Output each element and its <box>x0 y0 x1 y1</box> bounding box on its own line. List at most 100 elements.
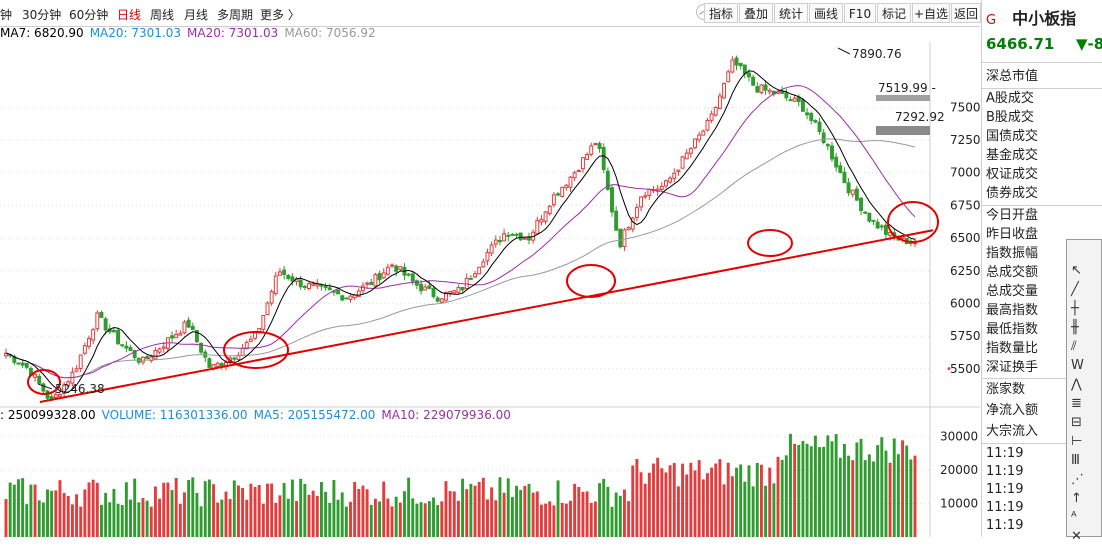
toolbar-button-4[interactable]: F10 <box>844 3 876 23</box>
volume-bar-130 <box>544 503 548 537</box>
channel-tool-icon[interactable]: ⫽ <box>1071 339 1077 354</box>
volume-bar-105 <box>440 501 444 537</box>
toolbar-button-5[interactable]: 标记 <box>877 3 911 23</box>
trade-time-3: 11:19 <box>986 500 1024 515</box>
period-tab-6[interactable]: 多周期 <box>217 8 254 22</box>
candle-body-142 <box>593 143 598 146</box>
candle-body-89 <box>373 274 378 287</box>
arrow-up-tool-icon[interactable]: ↑ <box>1071 491 1082 506</box>
period-tab-2[interactable]: 60分钟 <box>69 8 109 22</box>
volume-bar-32 <box>137 502 141 537</box>
low-label: 5246.38 <box>55 382 105 396</box>
candle-body-41 <box>174 333 179 339</box>
volume-bar-66 <box>278 495 282 537</box>
volume-bar-150 <box>627 501 631 537</box>
volume-bar-194 <box>809 446 813 537</box>
candle-body-145 <box>605 170 610 190</box>
parallel-tool-icon[interactable]: ╫ <box>1071 320 1079 335</box>
period-tab-0[interactable]: 钟 <box>0 8 13 22</box>
zigzag-tool-icon[interactable]: ⋀ <box>1071 377 1082 392</box>
volume-bar-184 <box>768 467 772 537</box>
period-tab-4[interactable]: 周线 <box>150 8 175 22</box>
volume-bar-181 <box>755 462 759 537</box>
period-tab-5[interactable]: 月线 <box>184 8 209 22</box>
delete-tool-icon[interactable]: ✕ <box>1071 529 1082 544</box>
candle-body-143 <box>597 143 602 150</box>
drawing-toolbar: ↖ ╱ ┼ ╫ ⫽ W ⋀ ≣ ⊟ ⊢ Ⅲ ⋰ ↑ ᴬ ✕ <box>1066 239 1102 544</box>
volume-bar-55 <box>232 480 236 537</box>
candle-body-107 <box>448 291 453 294</box>
candle-body-180 <box>751 76 756 86</box>
bars-tool-icon[interactable]: Ⅲ <box>1071 453 1080 468</box>
toolbar-button-0[interactable]: 指标 <box>704 3 738 23</box>
volume-bar-2 <box>12 484 16 537</box>
price-tick-label-5: 6750 <box>950 198 980 212</box>
volume-bar-213 <box>888 462 892 537</box>
toolbar-button-3[interactable]: 画线 <box>809 3 843 23</box>
toolbar-button-6[interactable]: +自选 <box>912 3 950 23</box>
candle-body-164 <box>684 152 689 160</box>
candle-body-18 <box>78 354 83 369</box>
candle-body-85 <box>356 290 361 298</box>
candle-body-171 <box>713 107 718 116</box>
volume-bar-42 <box>178 503 182 537</box>
volume-bar-70 <box>295 500 299 537</box>
period-tab-7[interactable]: 更多 〉 <box>260 8 300 22</box>
volume-bar-201 <box>838 457 842 537</box>
line-tool-icon[interactable]: ╱ <box>1071 282 1079 297</box>
kline-chart[interactable]: 5500 5750 6000 6250 6500 6750 7000 7250 7500 1000… <box>0 42 980 537</box>
candle-body-42 <box>178 332 183 336</box>
cross-tool-icon[interactable]: ┼ <box>1071 301 1079 316</box>
price-tick-label-0: 5500 <box>950 362 980 376</box>
candle-body-78 <box>327 287 332 291</box>
period-tab-3[interactable]: 日线 <box>117 8 142 22</box>
volume-bar-188 <box>784 455 788 537</box>
volume-bar-35 <box>149 506 153 537</box>
candles-group <box>4 55 917 537</box>
volume-bar-144 <box>602 478 606 537</box>
wave-tool-icon[interactable]: W <box>1071 358 1084 373</box>
candle-body-121 <box>506 234 511 237</box>
volume-bar-161 <box>672 462 676 537</box>
volume-legend-item-0: : 250099328.00 <box>0 408 96 422</box>
volume-bar-202 <box>842 443 846 537</box>
toolbar-button-1[interactable]: 叠加 <box>739 3 773 23</box>
volume-bar-51 <box>216 502 220 537</box>
candle-body-82 <box>344 297 349 300</box>
fib-tool-icon[interactable]: ≣ <box>1071 396 1082 411</box>
period-tab-1[interactable]: 30分钟 <box>22 8 62 22</box>
volume-bar-94 <box>394 496 398 537</box>
volume-bar-72 <box>303 483 307 537</box>
candle-body-17 <box>74 368 79 372</box>
volume-bar-43 <box>183 492 186 537</box>
volume-bar-107 <box>448 491 452 537</box>
candle-body-75 <box>315 283 320 287</box>
volume-bar-124 <box>519 490 523 537</box>
toolbar-button-7[interactable]: 返回 <box>951 3 981 23</box>
box-tool-icon[interactable]: ⊟ <box>1071 415 1082 430</box>
ma20-line <box>5 85 916 379</box>
candle-body-124 <box>518 232 523 241</box>
volume-bar-160 <box>668 465 672 537</box>
volume-bar-0 <box>4 499 8 537</box>
volume-bar-30 <box>129 499 132 537</box>
candle-body-173 <box>722 82 727 99</box>
volume-bar-104 <box>436 505 440 537</box>
candle-body-183 <box>763 84 768 91</box>
candle-body-192 <box>800 99 805 112</box>
fan-tool-icon[interactable]: ⋰ <box>1071 472 1084 487</box>
tag-bar-2 <box>876 126 930 135</box>
candle-body-199 <box>830 145 834 160</box>
volume-bar-49 <box>207 479 211 537</box>
candle-body-95 <box>398 266 403 271</box>
period-tool-icon[interactable]: ⊢ <box>1071 434 1083 449</box>
volume-bar-101 <box>423 503 427 537</box>
toolbar-button-2[interactable]: 统计 <box>774 3 808 23</box>
candle-body-106 <box>444 292 448 301</box>
sep-2 <box>982 205 1102 206</box>
text-tool-icon[interactable]: ᴬ <box>1071 510 1077 525</box>
pointer-tool-icon[interactable]: ↖ <box>1071 263 1082 278</box>
volume-bar-177 <box>739 464 743 537</box>
volume-bar-73 <box>307 494 311 537</box>
